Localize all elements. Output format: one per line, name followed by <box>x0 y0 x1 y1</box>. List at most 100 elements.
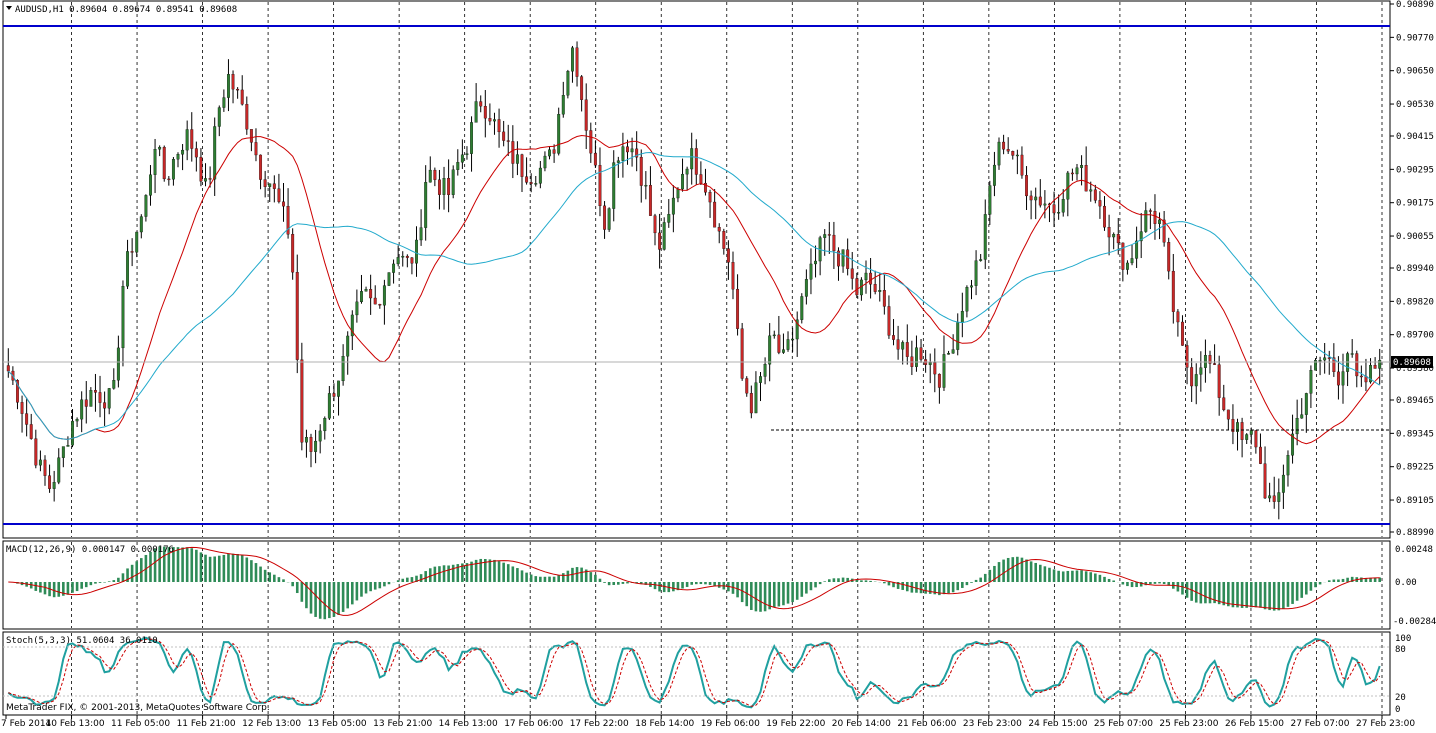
bear-candle-body <box>708 192 712 203</box>
dropdown-triangle-icon[interactable] <box>6 6 12 10</box>
bull-candle-body <box>956 322 960 350</box>
bull-candle-body <box>126 251 129 287</box>
price-tick-label: 0.90650 <box>1396 67 1434 77</box>
time-tick-label: 21 Feb 06:00 <box>897 719 956 729</box>
bull-candle-body <box>823 234 827 238</box>
bear-candle-body <box>1272 495 1276 502</box>
bear-candle-body <box>1121 242 1125 270</box>
bull-candle-body <box>116 347 120 381</box>
bear-candle-body <box>240 89 244 105</box>
bull-candle-body <box>470 122 473 154</box>
bull-candle-body <box>71 420 74 446</box>
price-tick-label: 0.89345 <box>1396 429 1434 439</box>
bull-candle-body <box>1314 359 1317 371</box>
bear-candle-body <box>736 288 740 329</box>
bull-candle-body <box>415 239 418 264</box>
bear-candle-body <box>130 251 134 253</box>
bull-candle-body <box>616 160 620 163</box>
bull-candle-body <box>341 356 345 382</box>
bear-candle-body <box>245 104 249 130</box>
bull-candle-body <box>428 169 432 183</box>
bear-candle-body <box>869 272 873 285</box>
main-price-panel[interactable] <box>2 0 1391 539</box>
bull-candle-body <box>1057 212 1061 214</box>
macd-header: MACD(12,26,9) 0.000147 0.000176 <box>6 545 174 555</box>
time-tick-label: 26 Feb 15:00 <box>1225 719 1284 729</box>
bull-candle-body <box>681 173 684 190</box>
bear-candle-body <box>1148 210 1152 212</box>
bull-candle-body <box>1341 371 1345 386</box>
bear-candle-body <box>520 154 524 177</box>
bull-candle-body <box>346 335 350 357</box>
bull-candle-body <box>979 259 983 261</box>
bull-candle-body <box>1236 422 1239 432</box>
bull-candle-body <box>80 399 84 420</box>
macd-panel[interactable] <box>2 540 1391 630</box>
time-tick-label: 27 Feb 07:00 <box>1290 719 1349 729</box>
copyright-text: MetaTrader FIX, © 2001-2013, MetaQuotes … <box>6 703 270 713</box>
bear-candle-body <box>658 232 662 250</box>
bull-candle-body <box>864 272 868 281</box>
price-scale: 0.90890 0.90770 0.90650 0.90530 0.90415 0.902… <box>1390 0 1434 538</box>
stochastic-panel[interactable] <box>2 631 1391 716</box>
bear-candle-body <box>694 148 698 175</box>
bear-candle-body <box>1254 430 1258 448</box>
bear-candle-body <box>1226 409 1230 420</box>
bear-candle-body <box>433 169 437 180</box>
bear-candle-body <box>1052 204 1056 214</box>
bear-candle-body <box>1103 205 1106 228</box>
bear-candle-body <box>93 390 97 393</box>
bear-candle-body <box>552 149 556 154</box>
bear-candle-body <box>1190 367 1194 387</box>
bear-candle-body <box>378 303 382 306</box>
bull-candle-body <box>607 208 611 230</box>
bear-candle-body <box>1373 365 1377 369</box>
time-tick-label: 24 Feb 15:00 <box>1028 719 1087 729</box>
bear-candle-body <box>882 290 886 307</box>
bear-candle-body <box>1181 321 1184 346</box>
bear-candle-body <box>635 148 639 158</box>
bull-candle-body <box>571 47 574 72</box>
bear-candle-body <box>919 347 923 360</box>
stoch-main-line <box>7 636 1381 709</box>
bull-candle-body <box>1318 359 1322 362</box>
time-tick-label: 17 Feb 06:00 <box>504 719 563 729</box>
bear-candle-body <box>295 272 299 360</box>
bear-candle-body <box>1162 219 1166 243</box>
bear-candle-body <box>497 119 501 133</box>
fast-moving-average-line <box>7 134 1381 445</box>
bear-candle-body <box>713 201 717 228</box>
macd-signal-line <box>8 546 1380 616</box>
bull-candle-body <box>791 338 795 341</box>
bear-candle-body <box>194 148 198 158</box>
bear-candle-body <box>717 227 721 232</box>
bear-candle-body <box>309 436 313 452</box>
bull-candle-body <box>561 95 565 115</box>
bull-candle-body <box>456 162 460 170</box>
bull-candle-body <box>1066 172 1070 200</box>
bear-candle-body <box>249 129 253 143</box>
bear-candle-body <box>1359 375 1363 378</box>
bear-candle-body <box>1011 151 1015 156</box>
bear-candle-body <box>1332 357 1336 373</box>
bull-candle-body <box>107 388 111 409</box>
bull-candle-body <box>1194 374 1198 387</box>
bear-candle-body <box>1222 397 1226 411</box>
bear-candle-body <box>259 154 263 180</box>
bull-candle-body <box>1378 360 1382 369</box>
price-tick-label: 0.90055 <box>1396 232 1434 242</box>
bull-candle-body <box>327 393 331 419</box>
bear-candle-body <box>369 289 373 299</box>
bear-candle-body <box>373 297 377 305</box>
bear-candle-body <box>1185 345 1189 368</box>
bull-candle-body <box>396 257 400 265</box>
bull-candle-body <box>460 154 464 163</box>
bear-candle-body <box>208 178 212 180</box>
bull-candle-body <box>465 153 469 155</box>
bear-candle-body <box>1025 175 1028 197</box>
bear-candle-body <box>639 157 643 186</box>
bear-candle-body <box>584 99 588 131</box>
bull-candle-body <box>786 339 790 350</box>
bull-candle-body <box>144 195 148 217</box>
